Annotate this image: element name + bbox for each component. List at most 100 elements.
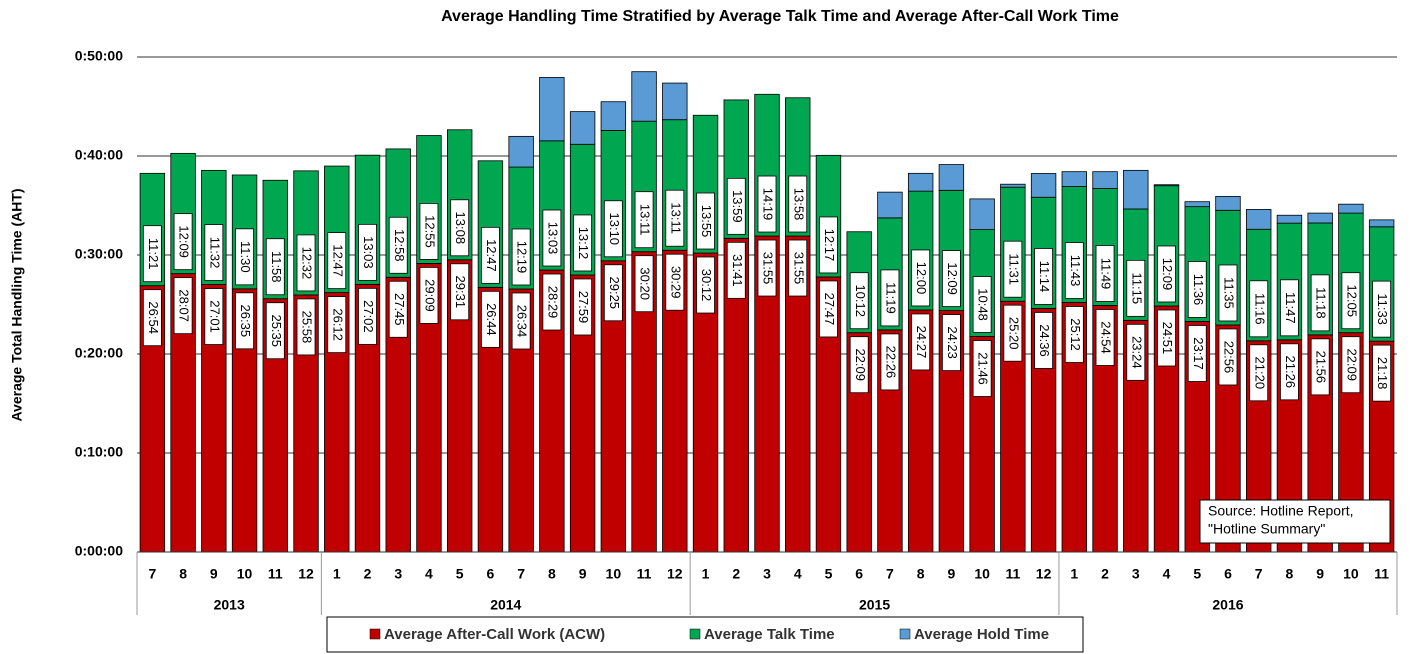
value-label: 26:54 [146,301,161,334]
bar-segment [1307,212,1333,224]
value-label: 29:31 [453,276,468,309]
value-label: 22:09 [1344,348,1359,381]
value-label: 27:45 [392,293,407,326]
value-label-box [819,280,838,338]
value-label: 27:47 [822,293,837,326]
x-tick-label: 5 [1193,566,1201,582]
value-label-box [911,313,931,371]
value-label-box [204,224,224,281]
value-label: 12:47 [484,239,499,272]
x-tick-label: 3 [394,566,402,582]
value-label: 27:59 [576,291,591,324]
value-label-box [1126,323,1146,381]
x-tick-label: 9 [947,566,955,582]
value-label: 11:32 [207,237,222,269]
legend-label: Average Hold Time [914,626,1049,643]
bar-segment [569,111,596,145]
x-tick-label: 6 [1224,566,1232,582]
x-tick-label: 12 [1036,566,1052,582]
value-label-box [419,203,439,260]
value-label-box [388,280,408,338]
value-label: 11:33 [1375,293,1390,325]
value-label-box [542,209,562,267]
legend-label: Average After-Call Work (ACW) [384,626,605,643]
annotation: "Hotline Summary" [1208,521,1325,537]
x-tick-label: 8 [917,566,925,582]
bar-segment [1153,184,1180,187]
bar-segment [969,198,995,230]
value-label: 12:09 [177,225,192,258]
x-tick-label: 3 [763,566,771,582]
x-tick-label: 7 [517,566,525,582]
value-label-box [665,189,685,247]
value-label: 10:48 [976,288,991,321]
value-label-box [296,298,316,356]
x-tick-label: 2 [364,566,372,582]
value-label: 14:19 [761,188,776,221]
x-tick-label: 10 [606,566,622,582]
bar-segment [539,77,565,142]
x-tick-label: 4 [425,566,433,582]
value-label-box [1095,309,1115,366]
value-label: 12:00 [914,262,929,295]
chart-title: Average Handling Time Stratified by Aver… [441,8,1119,25]
value-label: 31:55 [761,252,776,285]
x-tick-label: 7 [886,566,894,582]
value-label: 24:54 [1099,321,1114,354]
value-label: 31:41 [730,254,745,287]
value-label-box [696,192,715,250]
value-label-box [941,250,961,308]
x-tick-label: 4 [1163,566,1171,582]
value-label-box [173,213,193,271]
value-label-box [1280,343,1299,401]
x-tick-label: 9 [210,566,218,582]
value-label: 26:44 [484,303,499,336]
value-label: 24:36 [1037,324,1052,357]
value-label-box [603,264,623,322]
bar-segment [1368,219,1395,228]
bar-segment [1276,214,1303,224]
y-tick-label: 0:20:00 [75,345,123,361]
y-tick-label: 0:40:00 [75,147,123,163]
x-tick-label: 1 [702,566,710,582]
value-label-box [450,263,470,321]
value-label: 28:29 [545,286,560,319]
x-tick-label: 12 [298,566,314,582]
value-label: 11:30 [238,241,253,273]
group-label: 2014 [490,597,521,613]
bar-segment [1030,173,1057,198]
value-label-box [911,249,931,307]
value-label-box [481,290,500,348]
value-label: 10:12 [853,284,868,317]
value-label-box [450,199,470,257]
value-label: 11:14 [1037,261,1052,293]
value-label-box [327,232,347,290]
value-label-box [327,296,347,354]
x-tick-label: 3 [1132,566,1140,582]
value-label: 29:09 [423,279,438,312]
value-label-box [235,292,254,350]
value-label: 26:34 [515,305,530,338]
legend-swatch [689,628,701,640]
value-label-box [296,234,316,292]
value-label-box [1310,338,1330,396]
bar-segment [631,71,657,122]
x-tick-label: 10 [974,566,990,582]
value-label-box [696,256,715,314]
value-label: 21:18 [1375,357,1390,390]
value-label-box [1249,280,1269,338]
value-label-box [1157,245,1176,303]
legend-label: Average Talk Time [704,626,835,643]
x-tick-label: 11 [637,566,652,582]
x-tick-label: 10 [1343,566,1359,582]
x-tick-label: 9 [1316,566,1324,582]
group-label: 2015 [859,597,890,613]
value-label: 29:25 [607,277,622,310]
legend-swatch [369,628,381,640]
x-tick-label: 11 [1005,566,1020,582]
value-label-box [1034,248,1053,305]
value-label-box [1341,336,1361,394]
value-label-box [849,336,869,394]
legend-box [326,616,1084,653]
